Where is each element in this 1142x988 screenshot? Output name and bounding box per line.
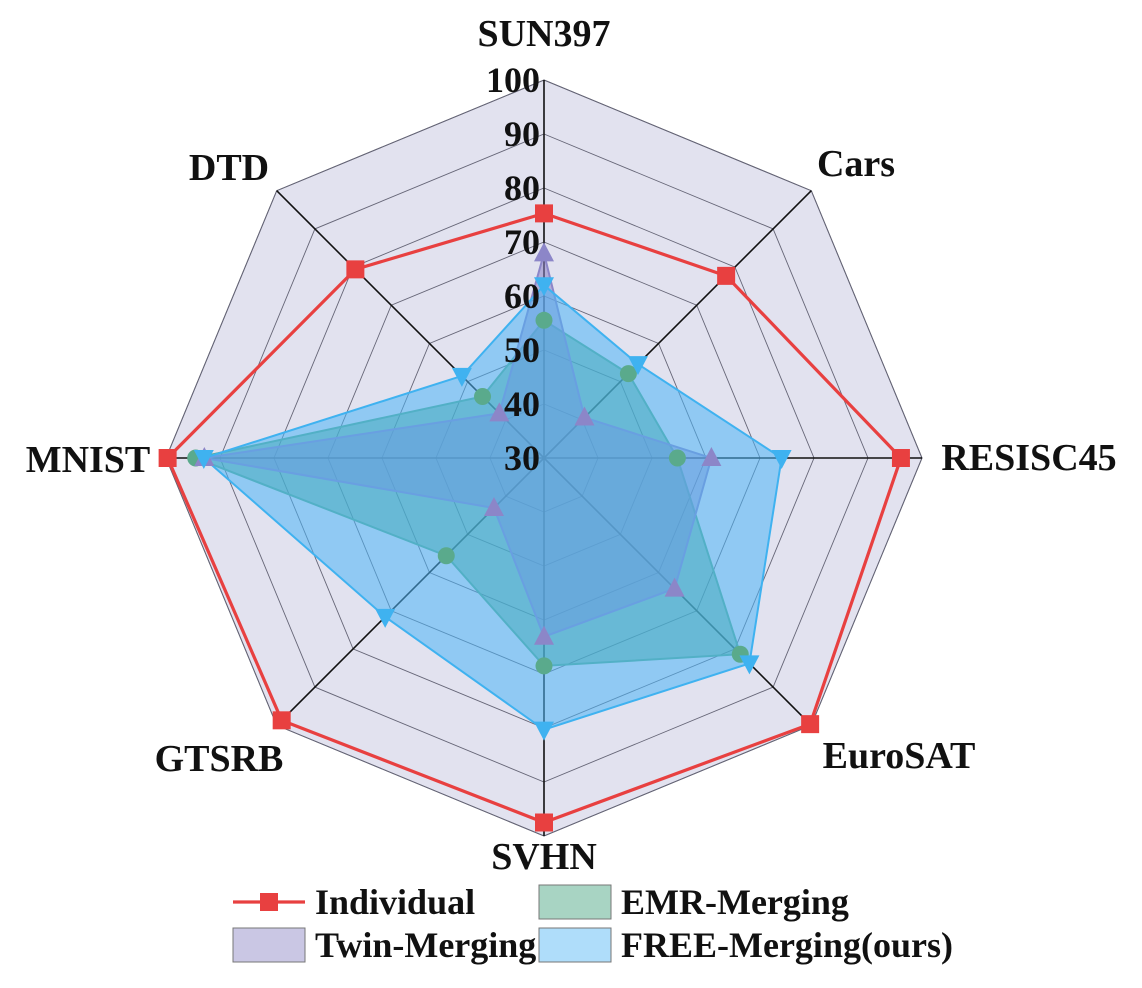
marker-individual-mnist xyxy=(158,449,177,467)
marker-twin-merging-svhn xyxy=(534,625,554,645)
tick-label-60: 60 xyxy=(504,276,540,316)
marker-twin-merging-gtsrb xyxy=(483,497,504,517)
marker-individual-gtsrb xyxy=(272,711,291,730)
legend-label-emr-merging: EMR-Merging xyxy=(621,882,849,922)
legend-swatch-free-merging-ours xyxy=(538,927,612,963)
marker-twin-merging-eurosat xyxy=(664,577,685,597)
marker-free-merging-ours-mnist xyxy=(193,450,214,469)
marker-emr-merging-sun397 xyxy=(535,311,553,329)
radial-tick-labels: 30 40 50 60 70 80 90 100 xyxy=(486,60,540,478)
marker-free-merging-ours-cars xyxy=(627,356,648,376)
marker-free-merging-ours-dtd xyxy=(451,367,472,387)
marker-emr-merging-resisc45 xyxy=(668,449,686,467)
marker-free-merging-ours-gtsrb xyxy=(375,608,396,628)
axis-labels: SUN397 Cars RESISC45 EuroSAT SVHN GTSRB MNIST D… xyxy=(26,13,1117,878)
legend-swatch-twin-merging xyxy=(232,927,306,963)
axis-label-dtd: DTD xyxy=(189,147,269,189)
marker-individual-cars xyxy=(717,266,736,285)
axis-label-mnist: MNIST xyxy=(26,439,151,481)
legend-swatch-emr-merging xyxy=(538,884,612,920)
tick-label-30: 30 xyxy=(504,438,540,478)
tick-label-80: 80 xyxy=(504,168,540,208)
marker-emr-merging-gtsrb xyxy=(437,547,455,565)
marker-twin-merging-dtd xyxy=(489,402,510,422)
marker-free-merging-ours-resisc45 xyxy=(771,450,792,469)
legend-label-individual: Individual xyxy=(315,882,475,922)
series-markers xyxy=(158,204,910,832)
marker-twin-merging-resisc45 xyxy=(701,447,722,466)
marker-individual-svhn xyxy=(535,813,553,832)
tick-label-40: 40 xyxy=(504,384,540,424)
marker-individual-resisc45 xyxy=(891,449,910,467)
axis-label-svhn: SVHN xyxy=(491,836,597,878)
legend-label-free-merging-ours: FREE-Merging(ours) xyxy=(621,925,953,965)
marker-twin-merging-sun397 xyxy=(534,242,554,262)
axis-label-sun397: SUN397 xyxy=(477,13,610,55)
marker-free-merging-ours-svhn xyxy=(534,721,554,741)
tick-label-50: 50 xyxy=(504,330,540,370)
marker-individual-sun397 xyxy=(535,204,553,223)
marker-twin-merging-cars xyxy=(574,406,595,426)
legend-marker-individual xyxy=(260,893,278,911)
marker-free-merging-ours-sun397 xyxy=(534,277,554,297)
legend: Individual EMR-Merging Twin-Merging FREE-Me… xyxy=(232,882,953,965)
tick-label-90: 90 xyxy=(504,114,540,154)
marker-emr-merging-svhn xyxy=(535,657,553,675)
legend-label-twin-merging: Twin-Merging xyxy=(315,925,536,965)
axis-label-gtsrb: GTSRB xyxy=(155,738,284,780)
tick-label-70: 70 xyxy=(504,222,540,262)
axis-label-cars: Cars xyxy=(817,143,895,185)
marker-individual-dtd xyxy=(346,260,365,279)
marker-individual-eurosat xyxy=(801,715,820,734)
axis-label-eurosat: EuroSAT xyxy=(823,735,976,777)
marker-emr-merging-dtd xyxy=(474,388,492,406)
marker-emr-merging-cars xyxy=(619,365,637,383)
marker-free-merging-ours-eurosat xyxy=(739,655,760,675)
axis-label-resisc45: RESISC45 xyxy=(941,437,1116,479)
tick-label-100: 100 xyxy=(486,60,540,100)
